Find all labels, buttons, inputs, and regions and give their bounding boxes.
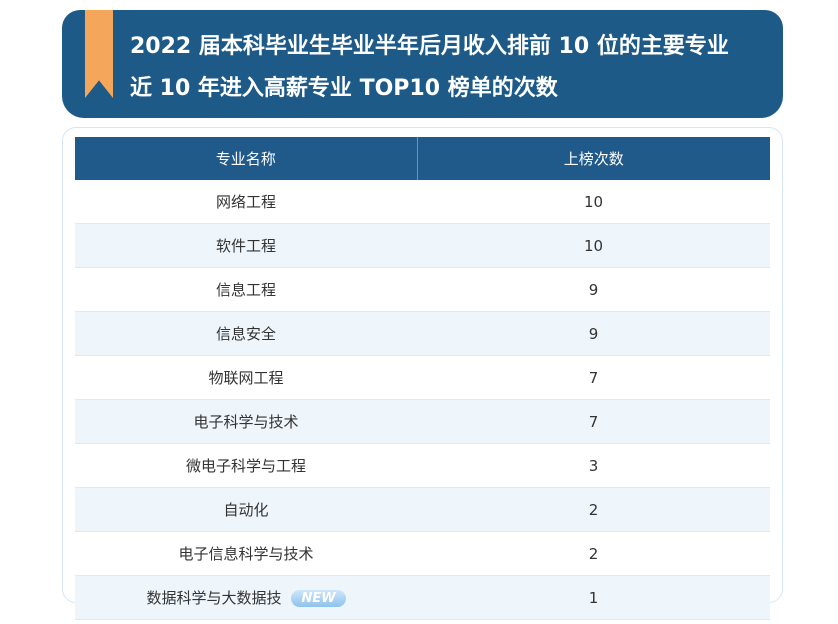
- count-cell: 10: [417, 223, 770, 268]
- major-cell: 电子信息科学与技术: [75, 531, 417, 576]
- count-cell: 2: [417, 487, 770, 532]
- major-cell: 数据科学与大数据技 NEW: [75, 575, 417, 620]
- major-name: 微电子科学与工程: [185, 457, 306, 475]
- count-cell: 10: [417, 180, 770, 224]
- major-name: 信息安全: [215, 325, 276, 343]
- column-header: 专业名称: [75, 137, 418, 180]
- table-row: 微电子科学与工程 3: [75, 443, 770, 488]
- major-name: 数据科学与大数据技: [146, 589, 282, 607]
- count-cell: 7: [417, 355, 770, 400]
- major-cell: 自动化: [75, 487, 417, 532]
- table-row: 电子信息科学与技术 2: [75, 531, 770, 576]
- title-line: 2022 届本科毕业生毕业半年后月收入排前 10 位的主要专业: [130, 34, 729, 59]
- major-name: 软件工程: [215, 237, 276, 255]
- column-header: 上榜次数: [417, 137, 770, 180]
- count-cell: 1: [417, 575, 770, 620]
- table-row: 软件工程 10: [75, 223, 770, 268]
- major-cell: 微电子科学与工程: [75, 443, 417, 488]
- table: 专业名称 上榜次数 网络工程 10 软件工程 10 信息工程 9 信息安全 9 物联网工程 7 电子…: [75, 137, 770, 620]
- major-name: 网络工程: [215, 193, 276, 211]
- table-row: 自动化 2: [75, 487, 770, 532]
- major-cell: 软件工程: [75, 223, 417, 268]
- table-row: 物联网工程 7: [75, 355, 770, 400]
- count-cell: 3: [417, 443, 770, 488]
- header-banner: [62, 10, 783, 118]
- major-cell: 电子科学与技术: [75, 399, 417, 444]
- count-cell: 9: [417, 311, 770, 356]
- new-badge: NEW: [291, 590, 346, 607]
- header-row: 专业名称 上榜次数: [75, 137, 770, 180]
- major-name: 信息工程: [215, 281, 276, 299]
- title-line: 近 10 年进入高薪专业 TOP10 榜单的次数: [130, 76, 558, 101]
- major-cell: 信息安全: [75, 311, 417, 356]
- major-cell: 物联网工程: [75, 355, 417, 400]
- count-cell: 2: [417, 531, 770, 576]
- table-body: 网络工程 10 软件工程 10 信息工程 9 信息安全 9 物联网工程 7 电子科学与技术 7 微电子科…: [75, 180, 770, 620]
- table-row: 信息安全 9: [75, 311, 770, 356]
- count-cell: 9: [417, 267, 770, 312]
- table-row: 电子科学与技术 7: [75, 399, 770, 444]
- table-row: 信息工程 9: [75, 267, 770, 312]
- table-row: 数据科学与大数据技 NEW 1: [75, 575, 770, 620]
- table-row: 网络工程 10: [75, 180, 770, 224]
- major-name: 电子科学与技术: [193, 413, 299, 431]
- major-name: 物联网工程: [208, 369, 284, 387]
- major-name: 电子信息科学与技术: [178, 545, 314, 563]
- major-cell: 网络工程: [75, 180, 417, 224]
- count-cell: 7: [417, 399, 770, 444]
- major-name: 自动化: [223, 501, 269, 519]
- major-cell: 信息工程: [75, 267, 417, 312]
